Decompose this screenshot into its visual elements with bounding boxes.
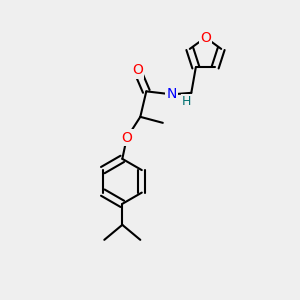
Text: O: O: [200, 31, 211, 44]
Text: N: N: [167, 87, 177, 101]
Text: H: H: [182, 95, 191, 108]
Text: O: O: [122, 131, 132, 145]
Text: O: O: [132, 63, 143, 77]
